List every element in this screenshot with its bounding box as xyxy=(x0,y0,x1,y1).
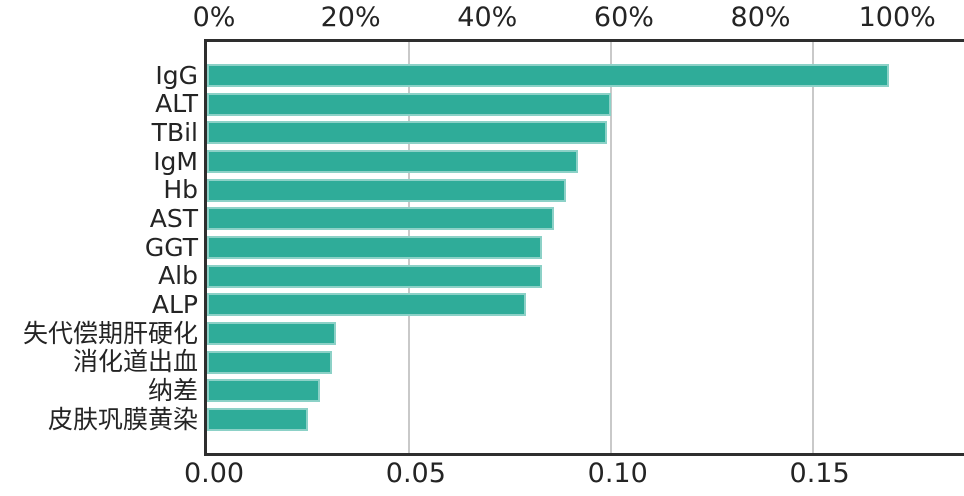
bar xyxy=(207,93,611,116)
top-axis-tick-label: 100% xyxy=(858,2,936,33)
y-tick-label: Hb xyxy=(163,175,198,204)
bar xyxy=(207,236,542,259)
top-axis-tick-label: 20% xyxy=(320,2,381,33)
bar xyxy=(207,179,566,202)
top-axis-tick-label: 80% xyxy=(730,2,791,33)
bar xyxy=(207,351,332,374)
bar xyxy=(207,408,308,431)
bottom-axis-spine xyxy=(204,453,964,456)
y-tick-label: AST xyxy=(149,204,198,233)
bar xyxy=(207,265,542,288)
bottom-axis-tick-label: 0.00 xyxy=(183,458,245,489)
y-tick-label: 皮肤巩膜黄染 xyxy=(47,405,198,434)
y-tick-label: 纳差 xyxy=(147,376,198,405)
y-tick-label: ALP xyxy=(151,290,198,319)
y-tick-label: Alb xyxy=(158,261,198,290)
left-axis-spine xyxy=(204,39,207,456)
y-tick-label: GGT xyxy=(144,233,198,262)
y-tick-label: 消化道出血 xyxy=(72,347,198,376)
y-tick-label: IgM xyxy=(153,147,198,176)
bar xyxy=(207,322,336,345)
bar xyxy=(207,121,607,144)
y-tick-label: TBil xyxy=(151,118,198,147)
bar xyxy=(207,293,526,316)
y-tick-label: 失代偿期肝硬化 xyxy=(22,319,198,348)
bar xyxy=(207,207,554,230)
bottom-axis-tick-label: 0.05 xyxy=(385,458,446,489)
bottom-axis-tick-label: 0.15 xyxy=(789,458,850,489)
bar xyxy=(207,379,320,402)
top-axis-tick-label: 0% xyxy=(192,2,236,33)
bar xyxy=(207,64,889,87)
gridline xyxy=(811,42,814,453)
bottom-axis-tick-label: 0.10 xyxy=(587,458,648,489)
top-axis-tick-label: 60% xyxy=(593,2,654,33)
top-axis-spine xyxy=(204,39,964,42)
y-tick-label: IgG xyxy=(155,61,198,90)
top-axis-tick-label: 40% xyxy=(457,2,518,33)
y-tick-label: ALT xyxy=(155,89,198,118)
bar xyxy=(207,150,578,173)
gridline xyxy=(609,42,612,453)
